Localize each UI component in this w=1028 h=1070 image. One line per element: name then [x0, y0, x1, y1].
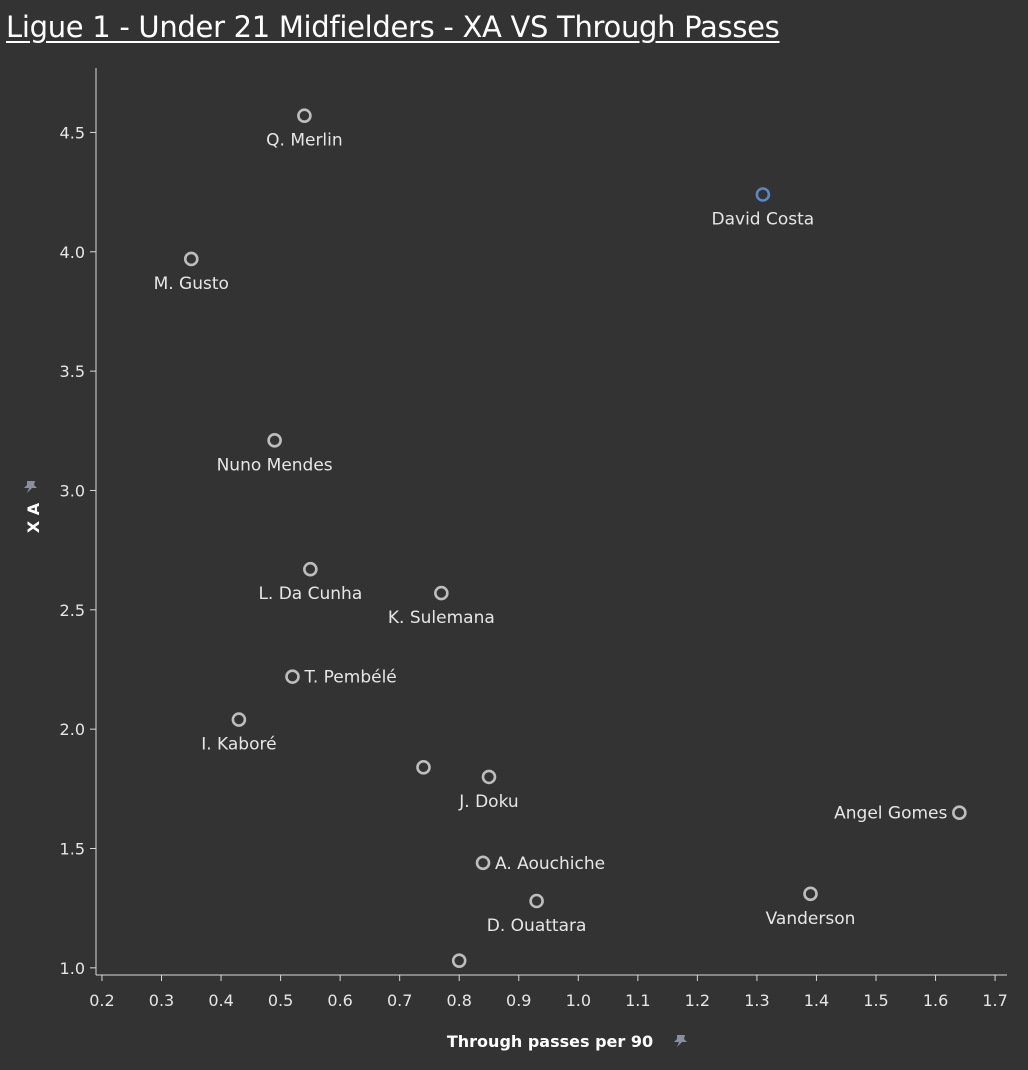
x-tick-label: 0.5	[268, 991, 293, 1010]
data-point-marker[interactable]	[451, 953, 467, 968]
data-point-label: Nuno Mendes	[217, 455, 333, 475]
data-point-group[interactable]: K. Sulemana	[388, 585, 495, 628]
x-tick-label: 0.9	[506, 991, 531, 1010]
data-point-marker[interactable]	[267, 433, 282, 448]
x-tick-label: 1.3	[744, 991, 769, 1010]
data-point-marker[interactable]	[481, 769, 497, 785]
x-tick-label: 1.6	[923, 991, 948, 1010]
x-tick-label: 1.1	[625, 991, 650, 1010]
y-tick-label: 3.0	[60, 481, 85, 500]
data-point-label: Vanderson	[766, 909, 856, 929]
x-axis-title: Through passes per 90	[447, 1032, 653, 1051]
y-axis-ticks: 1.0 1.5 2.0 2.5 3.0 3.5 4.0 4.5	[60, 123, 96, 978]
x-tick-label: 0.7	[387, 991, 412, 1010]
y-tick-label: 3.5	[60, 362, 85, 381]
data-point-label: L. Da Cunha	[258, 584, 362, 604]
data-point-group[interactable]: David Costa	[712, 187, 815, 230]
data-point-marker[interactable]	[755, 187, 771, 202]
data-point-label: J. Doku	[458, 792, 518, 812]
data-point-group[interactable]: L. Da Cunha	[258, 561, 362, 604]
y-tick-label: 2.5	[60, 601, 85, 620]
data-point-marker[interactable]	[952, 805, 967, 820]
y-axis-title-group: X A	[24, 481, 43, 533]
data-point-group[interactable]: Nuno Mendes	[217, 433, 333, 475]
y-axis-title: X A	[24, 502, 43, 533]
x-axis-title-group: Through passes per 90	[447, 1032, 687, 1051]
data-point-group[interactable]	[416, 760, 431, 775]
x-tick-label: 0.4	[208, 991, 233, 1010]
x-tick-label: 0.3	[149, 991, 174, 1010]
data-points: Q. Merlin David Costa M. Gusto Nuno Mendes L…	[154, 108, 967, 968]
x-tick-label: 0.2	[89, 991, 114, 1010]
data-point-group[interactable]	[451, 953, 467, 968]
axes	[95, 68, 1007, 976]
data-point-marker[interactable]	[416, 760, 431, 775]
data-point-marker[interactable]	[297, 108, 312, 124]
data-point-label: D. Ouattara	[487, 916, 587, 936]
x-tick-label: 0.8	[446, 991, 471, 1010]
x-tick-label: 1.4	[804, 991, 829, 1010]
x-axis-ticks: 0.2 0.3 0.4 0.5 0.6 0.7 0.8 0.9 1.0 1.1 1.2 1.3 1.4 1…	[89, 975, 1008, 1010]
data-point-group[interactable]: I. Kaboré	[201, 712, 277, 755]
data-point-group[interactable]: T. Pembélé	[285, 668, 397, 688]
data-point-group[interactable]: D. Ouattara	[487, 893, 587, 936]
chart-title: Ligue 1 - Under 21 Midfielders - XA VS T…	[6, 10, 780, 44]
pin-icon[interactable]	[674, 1035, 687, 1047]
data-point-marker[interactable]	[183, 251, 199, 267]
data-point-label: Q. Merlin	[266, 131, 343, 151]
y-tick-label: 4.0	[60, 243, 85, 262]
data-point-marker[interactable]	[529, 893, 544, 909]
y-tick-label: 1.0	[60, 959, 85, 978]
data-point-group[interactable]: Q. Merlin	[266, 108, 343, 151]
data-point-group[interactable]: Vanderson	[766, 886, 856, 929]
y-tick-label: 2.0	[60, 720, 85, 739]
data-point-label: M. Gusto	[154, 274, 229, 294]
data-point-marker[interactable]	[475, 855, 491, 871]
data-point-marker[interactable]	[803, 886, 818, 902]
data-point-group[interactable]: J. Doku	[458, 769, 519, 812]
y-tick-label: 1.5	[60, 839, 85, 858]
pin-icon[interactable]	[24, 481, 37, 493]
data-point-label: K. Sulemana	[388, 608, 495, 628]
x-tick-label: 1.2	[685, 991, 710, 1010]
y-tick-label: 4.5	[60, 123, 85, 142]
data-point-marker[interactable]	[434, 585, 449, 601]
x-tick-label: 0.6	[327, 991, 352, 1010]
data-point-group[interactable]: M. Gusto	[154, 251, 229, 294]
data-point-label: T. Pembélé	[303, 668, 396, 688]
data-point-label: Angel Gomes	[834, 804, 947, 824]
data-point-label: A. Aouchiche	[495, 854, 605, 874]
data-point-group[interactable]: Angel Gomes	[834, 804, 967, 824]
data-point-label: I. Kaboré	[201, 735, 276, 755]
x-tick-label: 1.0	[566, 991, 591, 1010]
data-point-marker[interactable]	[303, 561, 318, 577]
x-tick-label: 1.5	[863, 991, 888, 1010]
data-point-label: David Costa	[712, 210, 815, 230]
data-point-group[interactable]: A. Aouchiche	[475, 854, 605, 874]
data-point-marker[interactable]	[231, 712, 247, 727]
x-tick-label: 1.7	[982, 991, 1007, 1010]
data-point-marker[interactable]	[285, 669, 300, 684]
